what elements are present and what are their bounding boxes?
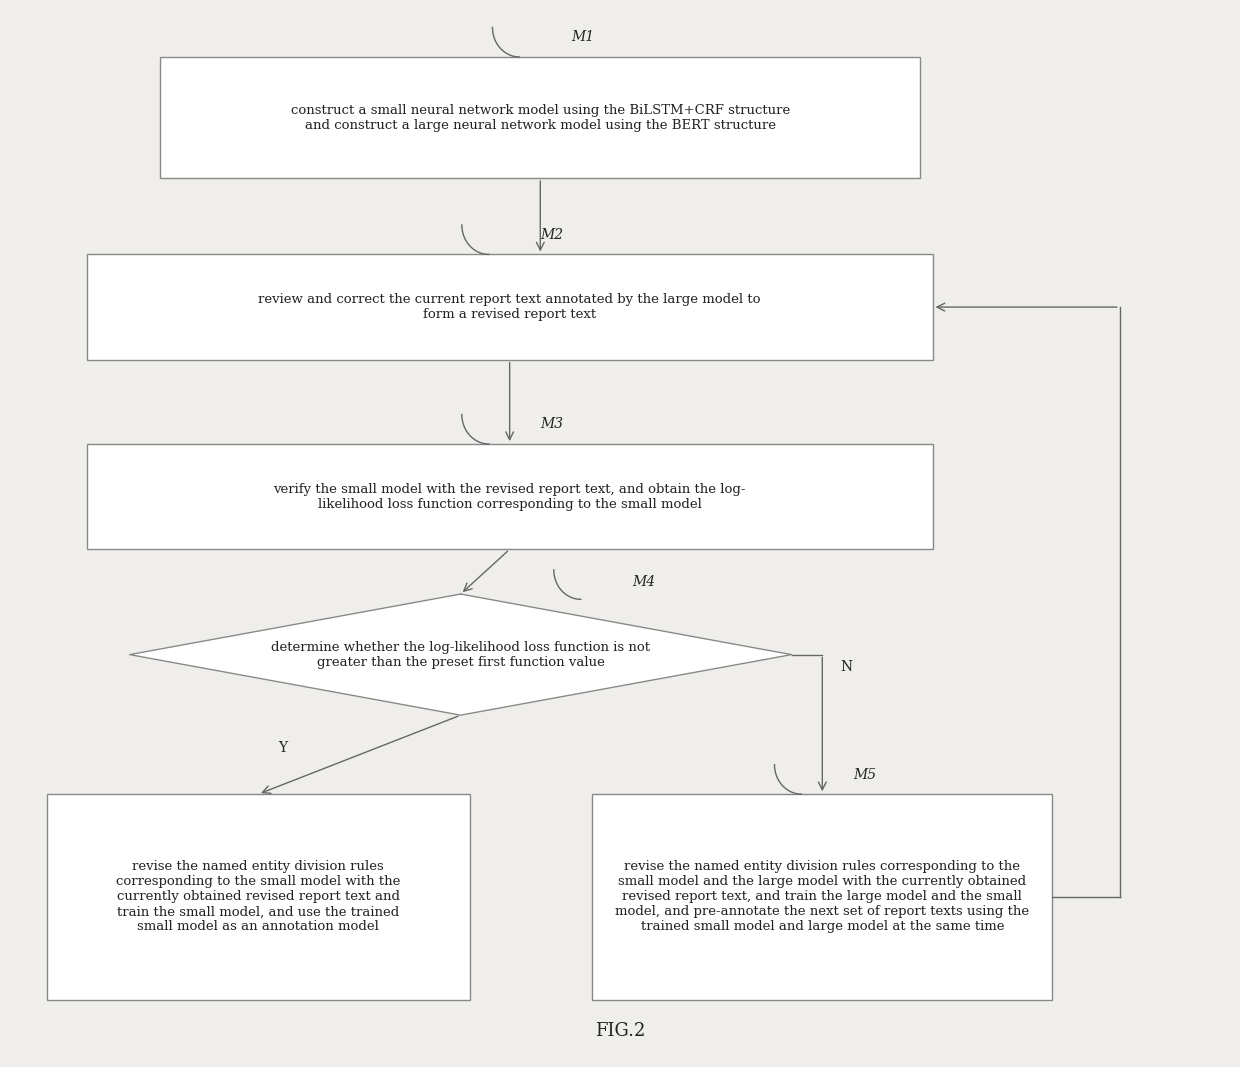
FancyBboxPatch shape	[87, 444, 932, 550]
FancyBboxPatch shape	[160, 57, 920, 178]
Text: Y: Y	[278, 742, 288, 755]
Text: determine whether the log-likelihood loss function is not
greater than the prese: determine whether the log-likelihood los…	[272, 640, 650, 669]
Text: verify the small model with the revised report text, and obtain the log-
likelih: verify the small model with the revised …	[273, 482, 746, 511]
Text: M4: M4	[632, 575, 656, 589]
Text: N: N	[841, 659, 853, 674]
Text: construct a small neural network model using the BiLSTM+CRF structure
and constr: construct a small neural network model u…	[290, 103, 790, 131]
Polygon shape	[129, 594, 791, 715]
Text: M3: M3	[541, 417, 563, 431]
Text: FIG.2: FIG.2	[595, 1021, 645, 1039]
FancyBboxPatch shape	[87, 254, 932, 360]
FancyBboxPatch shape	[47, 794, 470, 1000]
Text: M2: M2	[541, 227, 563, 242]
Text: M5: M5	[853, 767, 877, 781]
Text: review and correct the current report text annotated by the large model to
form : review and correct the current report te…	[258, 293, 761, 321]
FancyBboxPatch shape	[593, 794, 1053, 1000]
Text: revise the named entity division rules corresponding to the
small model and the : revise the named entity division rules c…	[615, 860, 1029, 934]
Text: M1: M1	[570, 30, 594, 45]
Text: revise the named entity division rules
corresponding to the small model with the: revise the named entity division rules c…	[117, 860, 401, 934]
